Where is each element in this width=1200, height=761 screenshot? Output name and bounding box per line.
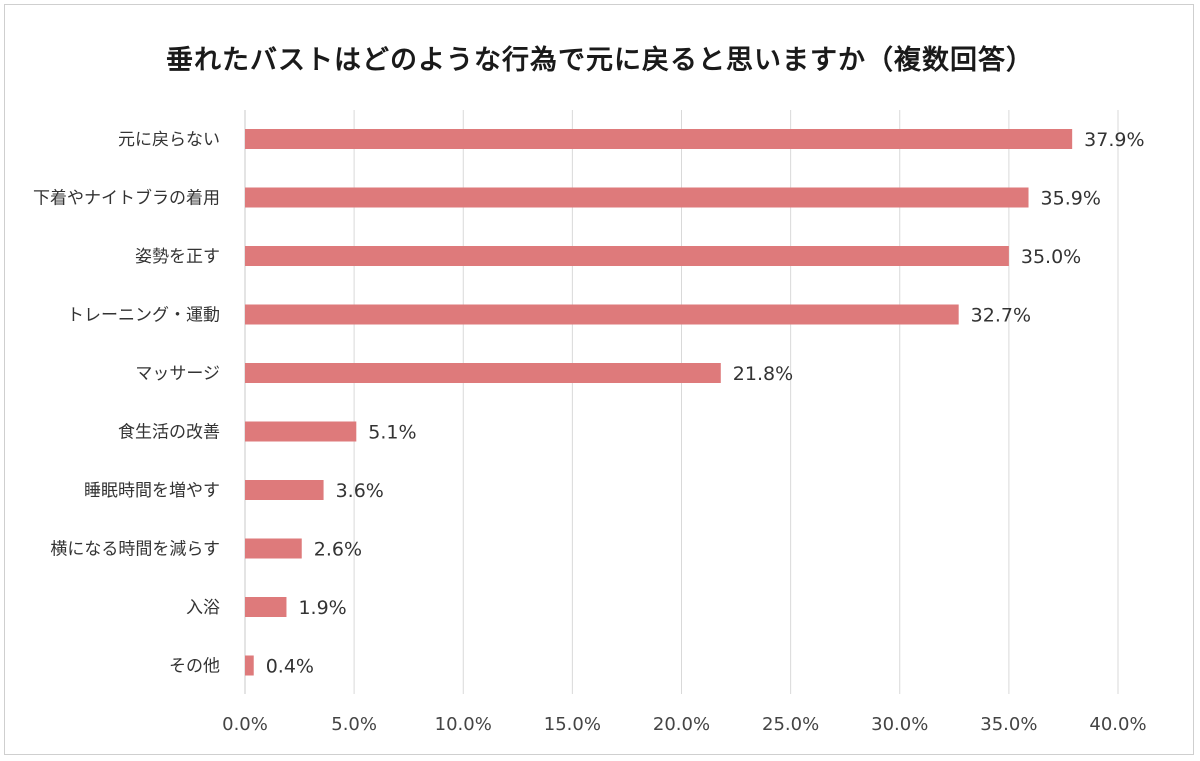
x-tick-label: 10.0%: [435, 714, 492, 735]
data-label: 5.1%: [368, 422, 416, 444]
category-label: トレーニング・運動: [67, 306, 220, 326]
x-tick-label: 30.0%: [871, 714, 928, 735]
bar: [245, 597, 287, 617]
bar: [245, 655, 254, 676]
x-tick-label: 25.0%: [762, 714, 819, 735]
data-label: 32.7%: [971, 305, 1031, 327]
data-label: 35.9%: [1041, 188, 1101, 210]
bar: [245, 480, 324, 500]
category-label: マッサージ: [135, 364, 220, 384]
bar: [245, 246, 1009, 266]
x-tick-label: 0.0%: [222, 714, 268, 735]
category-label: 姿勢を正す: [135, 247, 220, 267]
x-tick-label: 20.0%: [653, 714, 710, 735]
chart-title: 垂れたバストはどのような行為で元に戻ると思いますか（複数回答）: [166, 45, 1034, 76]
x-tick-label: 35.0%: [980, 714, 1037, 735]
category-label: 睡眠時間を増やす: [84, 481, 220, 501]
data-label: 3.6%: [336, 480, 384, 502]
x-tick-label: 5.0%: [331, 714, 377, 735]
category-label: 食生活の改善: [118, 423, 220, 443]
x-tick-label: 40.0%: [1089, 714, 1146, 735]
x-tick-label: 15.0%: [544, 714, 601, 735]
category-label: 入浴: [186, 598, 220, 618]
category-label: 下着やナイトブラの着用: [33, 188, 220, 209]
bar: [245, 304, 959, 325]
category-label: その他: [169, 657, 220, 677]
data-label: 0.4%: [266, 656, 314, 678]
data-label: 2.6%: [314, 539, 362, 561]
bar: [245, 363, 721, 383]
bar: [245, 129, 1073, 149]
data-label: 35.0%: [1021, 246, 1081, 268]
category-label: 横になる時間を減らす: [50, 540, 220, 560]
bar: [245, 421, 357, 442]
data-label: 21.8%: [733, 363, 793, 385]
bar: [245, 538, 302, 559]
category-label: 元に戻らない: [118, 130, 220, 150]
data-label: 1.9%: [298, 597, 346, 619]
data-label: 37.9%: [1084, 129, 1144, 151]
bar: [245, 187, 1029, 208]
